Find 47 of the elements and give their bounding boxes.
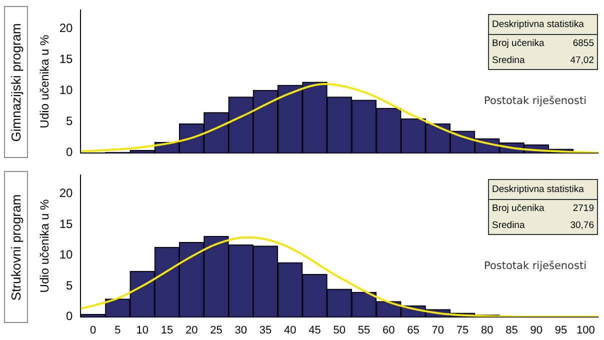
y-axis-title: Udio učenika u % — [38, 198, 52, 293]
x-tick-label: 0 — [90, 324, 96, 336]
x-axis-title: Postotak riješenosti — [484, 260, 586, 272]
x-tick-label: 75 — [456, 324, 469, 336]
x-tick-label: 90 — [530, 324, 543, 336]
annotation: 6855 — [572, 38, 594, 49]
x-tick-label: 55 — [358, 324, 370, 336]
y-tick-label: 10 — [59, 248, 74, 262]
x-tick-label: 60 — [382, 324, 395, 336]
annotation: Sredina — [492, 220, 525, 231]
annotation: Deskriptivna statistika — [489, 15, 597, 35]
y-tick-label: 20 — [59, 186, 74, 200]
y-tick-label: 15 — [59, 52, 74, 66]
x-tick-label: 70 — [432, 324, 444, 336]
y-tick-label: 5 — [66, 114, 74, 128]
annotation: 2719 — [572, 203, 594, 214]
y-tick-label: 0 — [66, 309, 74, 324]
annotation: 30,76 — [570, 220, 594, 231]
x-tick-label: 50 — [333, 324, 346, 336]
x-tick-label: 45 — [308, 324, 321, 336]
x-tick-label: 85 — [506, 324, 518, 336]
x-tick-label: 80 — [481, 324, 494, 336]
x-tick-label: 100 — [576, 324, 595, 336]
annotation: Sredina — [492, 55, 525, 66]
x-tick-label: 15 — [160, 324, 174, 336]
y-tick-label: 20 — [59, 21, 74, 36]
x-tick-label: 10 — [136, 324, 148, 336]
x-axis-title: Postotak riješenosti — [484, 95, 586, 107]
annotation: Deskriptivna statistika — [489, 180, 597, 200]
x-tick-label: 20 — [185, 324, 198, 336]
x-tick-label: 35 — [259, 324, 272, 336]
y-tick-label: 10 — [59, 83, 74, 98]
x-tick-label: 30 — [234, 324, 247, 336]
y-tick-label: 0 — [66, 145, 74, 160]
text: Strukovni program — [8, 194, 24, 300]
y-tick-label: 15 — [59, 216, 74, 231]
x-tick-label: 5 — [114, 324, 121, 336]
annotation: Broj učenika — [492, 38, 544, 49]
x-tick-label: 95 — [554, 324, 568, 336]
annotation: Broj učenika — [492, 203, 544, 214]
x-tick-label: 40 — [284, 324, 296, 336]
text: Gimnazijski program — [8, 22, 24, 142]
y-tick-label: 5 — [66, 278, 74, 292]
x-tick-label: 65 — [407, 324, 420, 336]
x-tick-label: 25 — [210, 324, 222, 336]
annotation: 47,02 — [570, 55, 594, 66]
y-axis-title: Udio učenika u % — [38, 34, 52, 128]
